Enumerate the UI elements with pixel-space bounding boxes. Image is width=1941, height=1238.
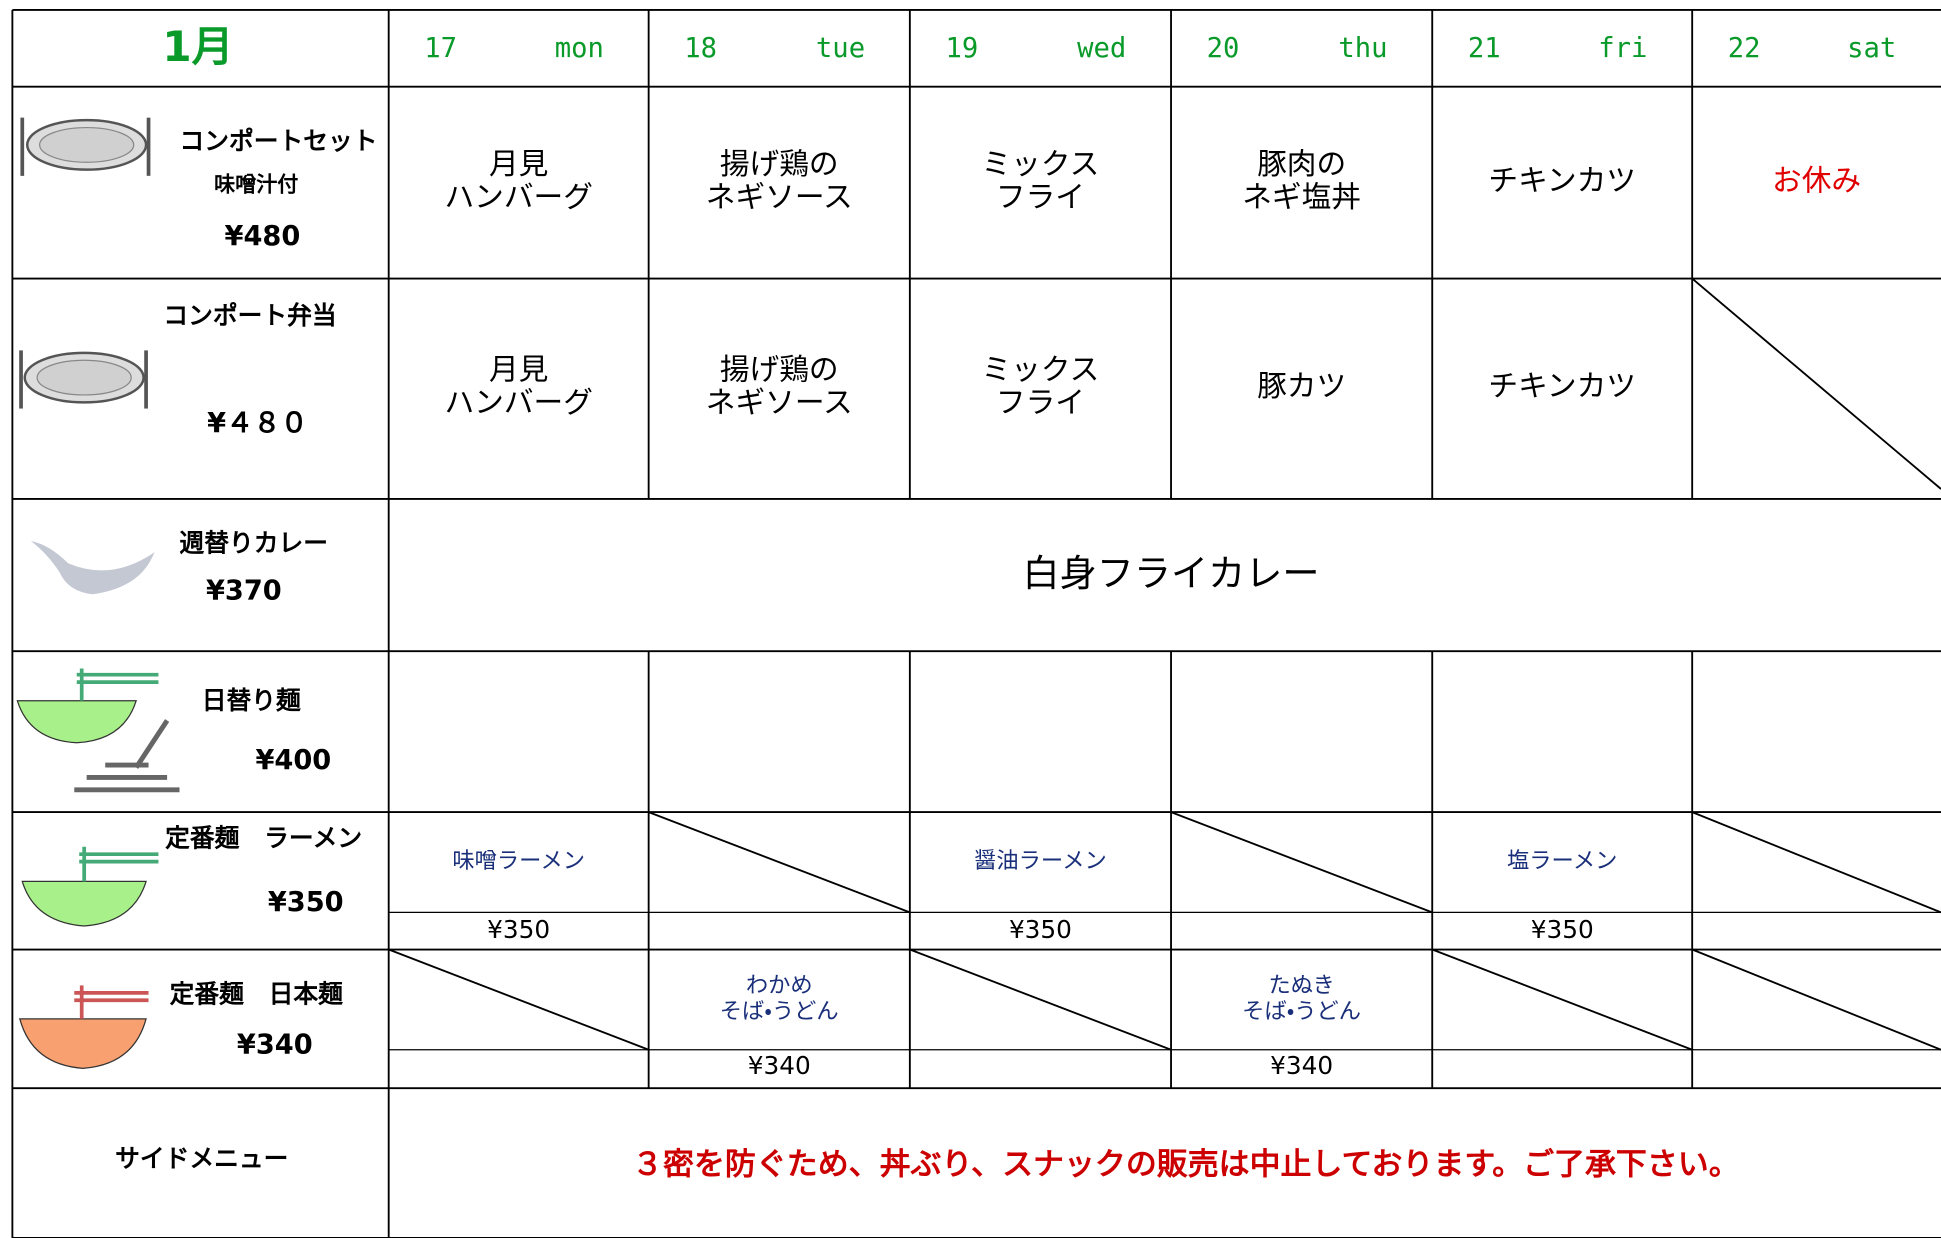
- menu-item: ハンバーグ: [444, 386, 592, 421]
- menu-item: ネギソース: [706, 180, 853, 215]
- item-name: 定番麺 ラーメン: [165, 823, 362, 852]
- day-number: 18: [684, 33, 717, 64]
- item-name: 定番麺 日本麺: [170, 979, 344, 1008]
- udon-bowl-icon: [18, 985, 149, 1069]
- menu-item: ミックス: [982, 352, 1100, 387]
- day-number: 20: [1207, 33, 1240, 64]
- menu-price: ¥350: [1531, 915, 1594, 944]
- rule: [1691, 277, 1941, 490]
- item-name: 週替りカレー: [180, 529, 329, 558]
- menu-item: チキンカツ: [1488, 164, 1636, 199]
- menu-item: 塩ラーメン: [1507, 848, 1617, 874]
- day-of-week: fri: [1598, 33, 1647, 64]
- menu-item: そば・うどん: [1242, 999, 1361, 1025]
- plate-icon: [20, 117, 151, 176]
- noodle-bowl-icon: [16, 668, 180, 793]
- day-number: 21: [1468, 33, 1501, 64]
- menu-item: お休み: [1772, 164, 1861, 199]
- menu-item: フライ: [996, 180, 1085, 215]
- rule: [1691, 948, 1941, 1051]
- menu-item: 月見: [489, 147, 548, 182]
- day-of-week: mon: [555, 33, 604, 64]
- menu-item: 揚げ鶏の: [720, 352, 839, 387]
- day-of-week: wed: [1077, 33, 1126, 64]
- item-price: ¥４８０: [207, 408, 308, 439]
- menu-price: ¥340: [748, 1051, 811, 1080]
- menu-item: たぬき: [1268, 973, 1334, 999]
- menu-item: ハンバーグ: [444, 180, 592, 215]
- item-name: 日替り麺: [202, 686, 301, 715]
- item-name: コンポートセット: [180, 126, 378, 155]
- menu-item: そば・うどん: [720, 999, 839, 1025]
- menu-item: 白身フライカレー: [1023, 552, 1320, 595]
- item-price: ¥480: [225, 221, 301, 252]
- day-of-week: thu: [1338, 33, 1387, 64]
- item-price: ¥350: [268, 887, 344, 918]
- menu-price: ¥350: [487, 915, 550, 944]
- ramen-bowl-icon: [21, 846, 159, 927]
- menu-item: フライ: [996, 386, 1085, 421]
- menu-item: チキンカツ: [1488, 369, 1636, 404]
- menu-item: 醤油ラーメン: [974, 848, 1107, 874]
- rule: [1431, 948, 1693, 1051]
- rule: [388, 948, 649, 1051]
- plate-icon: [19, 350, 148, 409]
- item-name: サイドメニュー: [115, 1144, 288, 1173]
- day-number: 19: [945, 33, 978, 64]
- rule: [648, 811, 911, 914]
- day-number: 17: [424, 33, 457, 64]
- menu-price: ¥340: [1270, 1051, 1333, 1080]
- day-number: 22: [1728, 33, 1761, 64]
- menu-item: 豚肉の: [1257, 147, 1346, 182]
- menu-item: ミックス: [982, 147, 1100, 182]
- menu-item: ネギ塩丼: [1242, 180, 1361, 215]
- item-price: ¥340: [237, 1030, 313, 1061]
- menu-item: 揚げ鶏の: [720, 147, 839, 182]
- item-note: 味噌汁付: [214, 172, 298, 197]
- menu-item: 豚カツ: [1257, 369, 1346, 404]
- gravy-boat-icon: [30, 541, 155, 595]
- item-name: コンポート弁当: [163, 301, 336, 330]
- menu-item: 月見: [489, 352, 548, 387]
- rule: [909, 948, 1172, 1051]
- rule: [1691, 811, 1941, 914]
- menu-item: わかめ: [746, 973, 813, 999]
- day-of-week: tue: [816, 33, 865, 64]
- item-price: ¥370: [206, 575, 282, 606]
- month: 1月: [162, 22, 233, 71]
- day-of-week: sat: [1847, 33, 1896, 64]
- notice: ３密を防ぐため、丼ぶり、スナックの販売は中止しております。ご了承下さい。: [632, 1147, 1740, 1183]
- item-price: ¥400: [255, 745, 331, 776]
- rule: [1170, 811, 1433, 914]
- menu-item: 味噌ラーメン: [452, 848, 585, 874]
- menu-item: ネギソース: [706, 386, 853, 421]
- menu-price: ¥350: [1009, 915, 1072, 944]
